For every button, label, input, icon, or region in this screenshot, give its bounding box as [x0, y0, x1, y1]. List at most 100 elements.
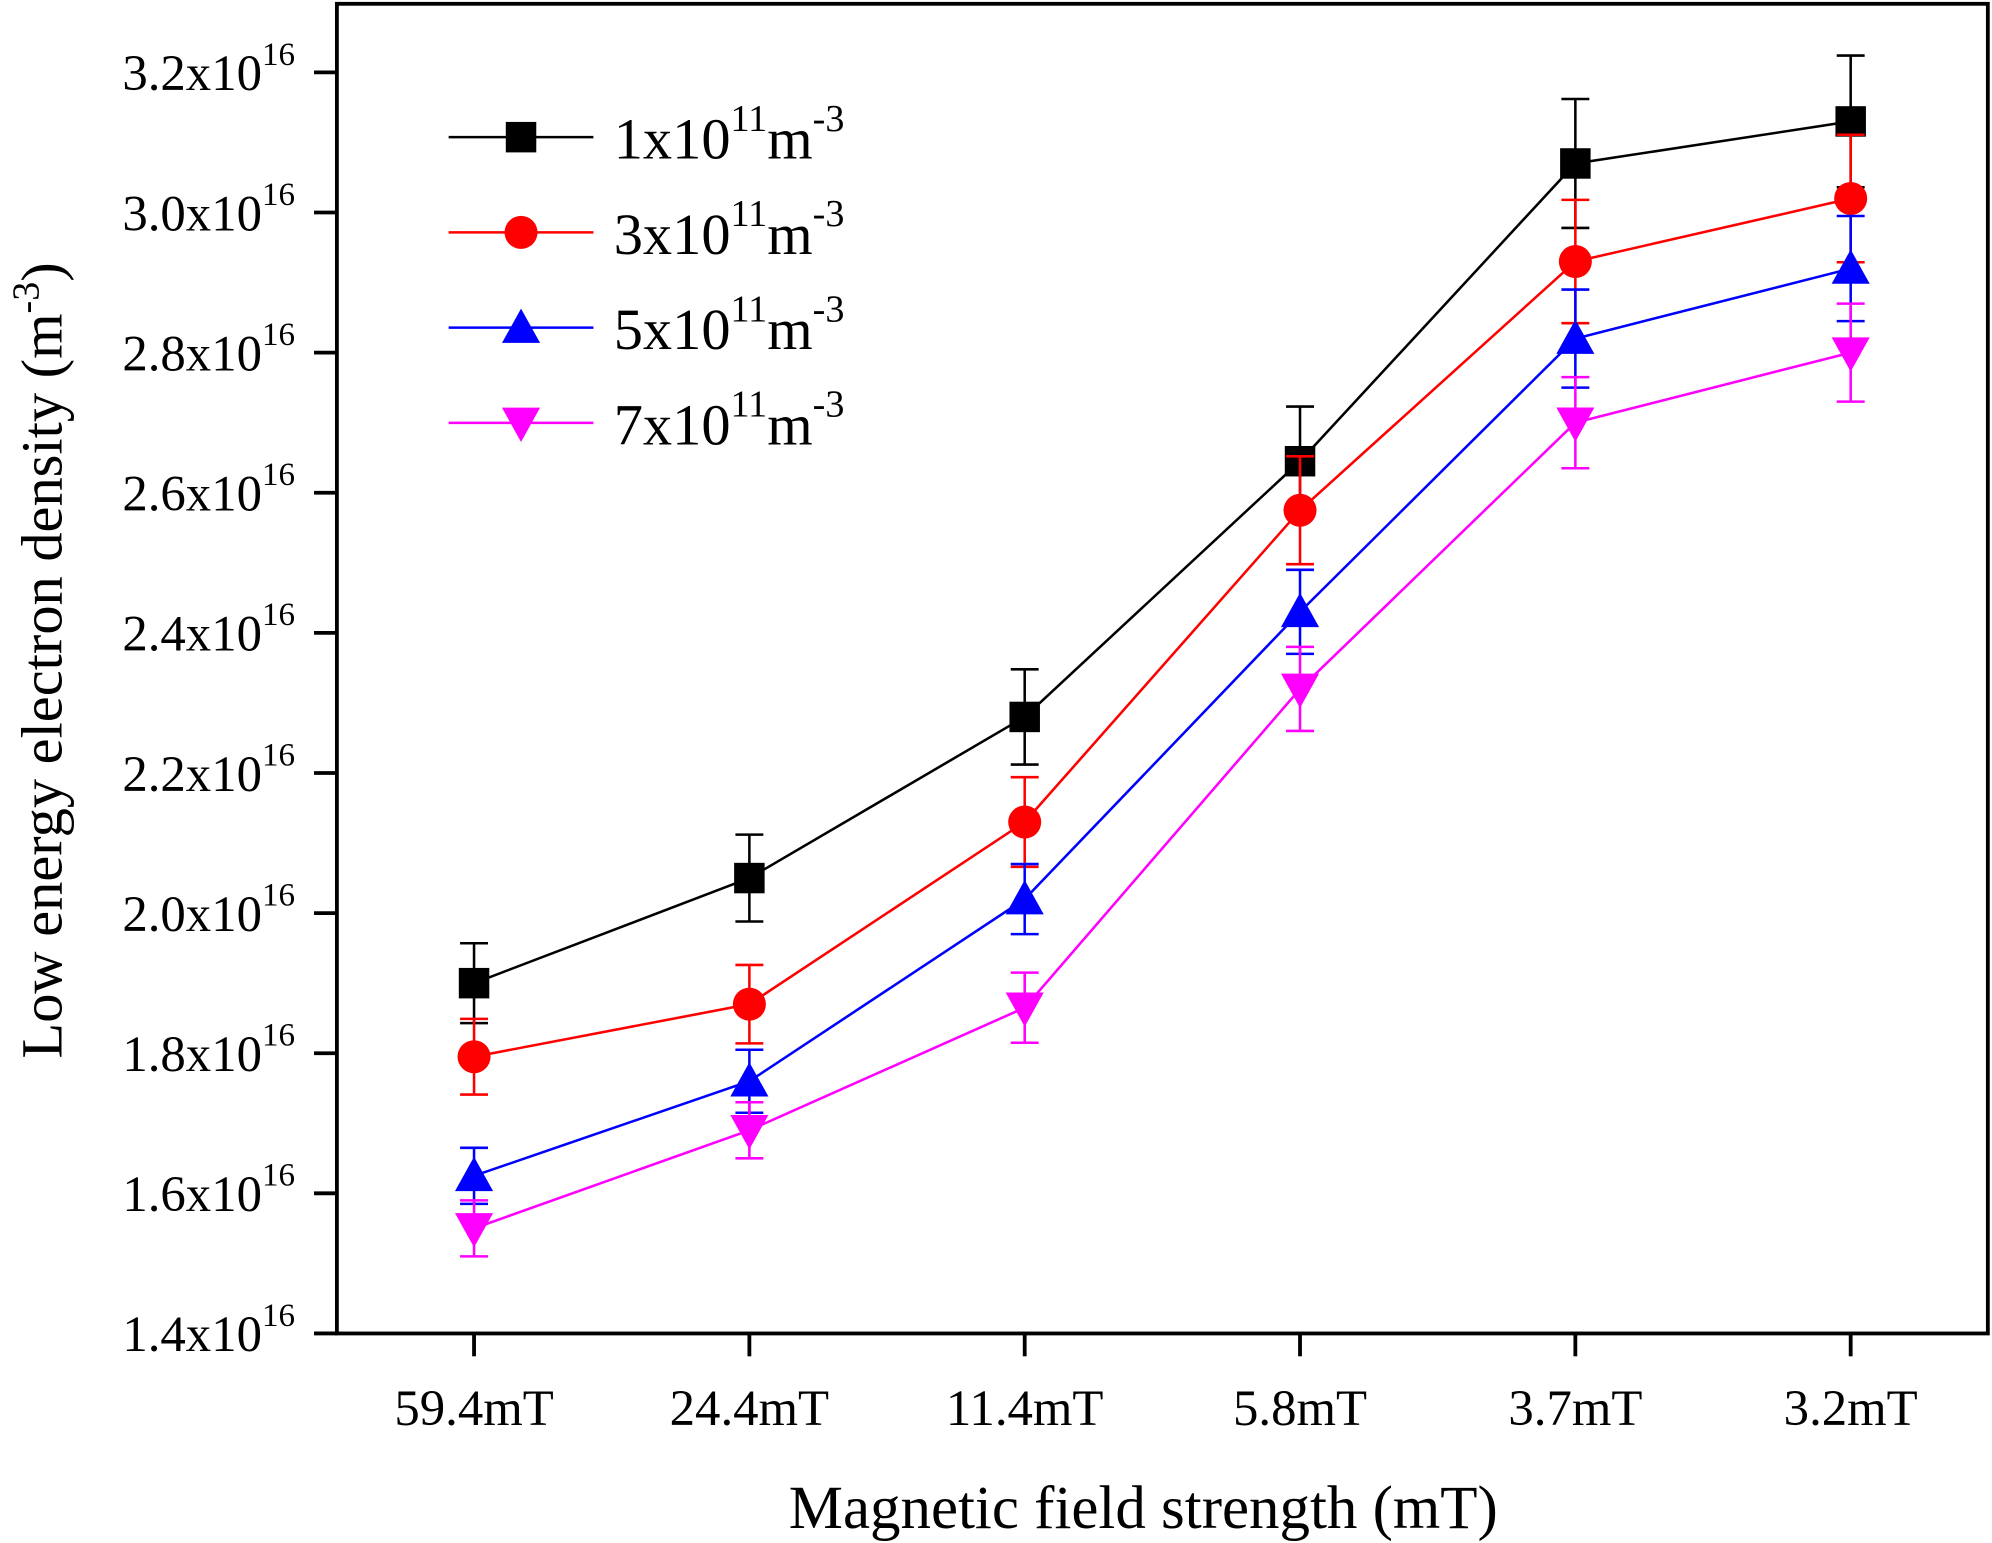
legend-marker	[505, 121, 537, 153]
y-tick-mantissa: 2.4x10	[122, 606, 262, 662]
legend-item: 1x1011m-3	[448, 98, 845, 172]
y-tick-label: 1.4x1016	[122, 1298, 295, 1362]
x-tick-label: 59.4mT	[394, 1380, 553, 1436]
legend-exp: 11	[731, 98, 768, 140]
y-tick-exponent: 16	[262, 317, 295, 353]
y-tick-exponent: 16	[262, 37, 295, 73]
data-point	[730, 1115, 769, 1150]
y-axis-label-sup: -3	[5, 282, 47, 314]
legend-base: 1x10	[614, 107, 731, 172]
y-tick-mantissa: 3.0x10	[122, 185, 262, 241]
data-point	[454, 1213, 494, 1248]
x-tick-label: 24.4mT	[670, 1380, 829, 1436]
x-tick-label: 3.7mT	[1508, 1380, 1642, 1436]
y-tick-mantissa: 2.2x10	[122, 746, 262, 802]
data-point	[732, 987, 766, 1021]
data-point	[1556, 407, 1595, 442]
legend-exp: 11	[731, 288, 768, 330]
y-tick-exponent: 16	[262, 737, 295, 773]
series-3	[454, 214, 1870, 1206]
legend-marker	[501, 407, 541, 442]
y-tick-mantissa: 1.4x10	[122, 1306, 262, 1362]
data-point	[1008, 805, 1042, 839]
y-tick-label: 2.6x1016	[122, 457, 295, 521]
data-point	[457, 1040, 491, 1074]
data-point	[730, 1062, 769, 1097]
y-tick-mantissa: 1.8x10	[122, 1026, 262, 1082]
data-point	[458, 967, 490, 999]
legend-base: 3x10	[614, 202, 731, 267]
legend-exp: 11	[731, 384, 768, 426]
data-point	[1280, 673, 1320, 708]
series-line	[473, 267, 1851, 1178]
legend-base: 7x10	[614, 392, 731, 457]
series-line	[473, 120, 1851, 985]
legend-unit: m	[767, 107, 812, 172]
x-axis-label: Magnetic field strength (mT)	[789, 1475, 1498, 1542]
legend-marker	[501, 308, 541, 343]
series-1	[458, 54, 1866, 1025]
y-axis-label-main: Low energy electron density (m	[9, 313, 74, 1058]
legend-unit-exp: -3	[813, 288, 845, 330]
y-tick-exponent: 16	[262, 877, 295, 913]
data-point	[1009, 701, 1040, 733]
legend-unit: m	[767, 297, 812, 362]
legend-item: 5x1011m-3	[448, 288, 845, 362]
y-tick-exponent: 16	[262, 597, 295, 633]
series-line	[473, 351, 1851, 1230]
legend-unit-exp: -3	[813, 98, 845, 140]
y-tick-exponent: 16	[262, 1018, 295, 1054]
y-tick-mantissa: 3.2x10	[122, 45, 262, 101]
data-point	[454, 1156, 494, 1192]
series-layer	[454, 54, 1870, 1258]
data-point	[1283, 493, 1317, 527]
plot-frame	[334, 1, 1990, 1336]
legend-unit-exp: -3	[813, 384, 845, 426]
series-line	[473, 197, 1851, 1058]
series-4	[454, 302, 1870, 1258]
data-point	[1005, 992, 1044, 1027]
legend-unit: m	[767, 392, 812, 457]
x-tick-label: 11.4mT	[946, 1380, 1104, 1436]
legend-label: 7x1011m-3	[614, 384, 845, 458]
y-tick-mantissa: 1.6x10	[122, 1166, 262, 1222]
y-axis-label-close: )	[9, 262, 74, 281]
y-tick-mantissa: 2.0x10	[122, 886, 262, 942]
y-tick-mantissa: 2.6x10	[122, 466, 262, 522]
data-point	[1558, 245, 1592, 279]
series-2	[457, 133, 1868, 1096]
data-point	[1280, 592, 1320, 628]
y-tick-label: 3.0x1016	[122, 177, 295, 241]
legend-exp: 11	[731, 193, 768, 235]
legend-unit-exp: -3	[813, 193, 845, 235]
y-axis: 1.4x10161.6x10161.8x10162.0x10162.2x1016…	[122, 37, 337, 1362]
y-tick-exponent: 16	[262, 1298, 295, 1334]
x-axis: 59.4mT 24.4mT 11.4mT 5.8mT 3.7mT 3.2mT	[394, 1333, 1918, 1436]
y-tick-label: 2.0x1016	[122, 877, 295, 941]
data-point	[1835, 106, 1866, 137]
data-point	[1560, 148, 1591, 179]
x-tick-label: 3.2mT	[1784, 1380, 1918, 1436]
y-tick-label: 3.2x1016	[122, 37, 295, 101]
data-point	[734, 862, 765, 894]
y-axis-label: Low energy electron density (m-3)	[5, 262, 74, 1058]
y-tick-mantissa: 2.8x10	[122, 325, 262, 381]
legend-marker	[504, 215, 538, 249]
legend-base: 5x10	[614, 297, 731, 362]
data-point	[1556, 319, 1595, 354]
y-tick-label: 1.6x1016	[122, 1158, 295, 1222]
data-point	[1831, 249, 1870, 284]
y-tick-exponent: 16	[262, 177, 295, 213]
legend-item: 7x1011m-3	[448, 384, 845, 458]
y-tick-label: 2.8x1016	[122, 317, 295, 381]
legend-label: 3x1011m-3	[614, 193, 845, 267]
data-point	[1831, 337, 1870, 372]
y-tick-exponent: 16	[262, 1158, 295, 1194]
y-tick-exponent: 16	[262, 457, 295, 493]
y-tick-label: 1.8x1016	[122, 1018, 295, 1082]
legend-label: 5x1011m-3	[614, 288, 845, 362]
legend-unit: m	[767, 202, 812, 267]
y-tick-label: 2.4x1016	[122, 597, 295, 661]
